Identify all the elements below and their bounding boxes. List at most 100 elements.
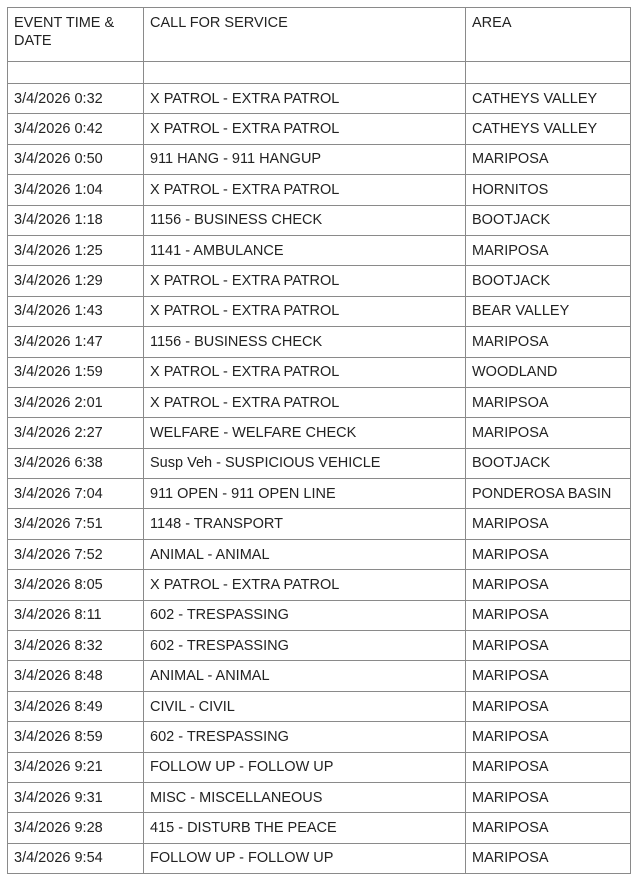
area-cell: MARIPOSA — [465, 234, 631, 267]
call-for-service-cell: 1156 - BUSINESS CHECK — [143, 204, 466, 236]
header-event-time: EVENT TIME & DATE — [7, 7, 144, 62]
call-for-service-cell: 911 OPEN - 911 OPEN LINE — [143, 478, 466, 510]
area-cell: MARIPOSA — [465, 721, 631, 753]
area-cell: CATHEYS VALLEY — [465, 82, 631, 115]
call-log-table: EVENT TIME & DATE CALL FOR SERVICE AREA … — [7, 7, 631, 875]
area-cell: WOODLAND — [465, 356, 631, 388]
table-row: 3/4/2026 9:21 FOLLOW UP - FOLLOW UP MARIPO… — [7, 751, 631, 783]
event-time-cell: 3/4/2026 9:54 — [7, 842, 144, 875]
event-time-cell: 3/4/2026 1:04 — [7, 174, 144, 206]
table-row: 3/4/2026 7:52 ANIMAL - ANIMAL MARIPOSA — [7, 538, 631, 571]
table-row: 3/4/2026 7:51 1148 - TRANSPORT MARIPOSA — [7, 508, 631, 540]
table-row: 3/4/2026 2:27 WELFARE - WELFARE CHECK MARI… — [7, 417, 631, 449]
area-cell: CATHEYS VALLEY — [465, 113, 631, 145]
table-row: 3/4/2026 1:29 X PATROL - EXTRA PATROL BOOT… — [7, 265, 631, 297]
call-for-service-cell: 415 - DISTURB THE PEACE — [143, 812, 466, 844]
event-time-cell: 3/4/2026 0:42 — [7, 113, 144, 145]
area-cell: MARIPOSA — [465, 569, 631, 601]
table-row: 3/4/2026 0:50 911 HANG - 911 HANGUP MARIPO… — [7, 143, 631, 176]
call-for-service-cell: 911 HANG - 911 HANGUP — [143, 143, 466, 176]
call-for-service-cell: 1156 - BUSINESS CHECK — [143, 326, 466, 358]
table-row: 3/4/2026 0:32 X PATROL - EXTRA PATROL CATH… — [7, 82, 631, 115]
area-cell: MARIPOSA — [465, 630, 631, 662]
area-cell: PONDEROSA BASIN — [465, 478, 631, 510]
area-cell: BEAR VALLEY — [465, 295, 631, 328]
event-time-cell: 3/4/2026 1:47 — [7, 326, 144, 358]
event-time-cell: 3/4/2026 8:59 — [7, 721, 144, 753]
call-for-service-cell: X PATROL - EXTRA PATROL — [143, 386, 466, 419]
area-cell: MARIPOSA — [465, 417, 631, 449]
area-cell: MARIPOSA — [465, 842, 631, 875]
header-area: AREA — [465, 7, 631, 62]
call-for-service-cell: 602 - TRESPASSING — [143, 721, 466, 753]
call-for-service-cell: MISC - MISCELLANEOUS — [143, 781, 466, 814]
event-time-cell: 3/4/2026 1:29 — [7, 265, 144, 297]
call-for-service-cell: 602 - TRESPASSING — [143, 630, 466, 662]
table-row: 3/4/2026 1:25 1141 - AMBULANCE MARIPOSA — [7, 234, 631, 267]
event-time-cell: 3/4/2026 8:32 — [7, 630, 144, 662]
event-time-cell: 3/4/2026 0:32 — [7, 82, 144, 115]
event-time-cell: 3/4/2026 0:50 — [7, 143, 144, 176]
event-time-cell: 3/4/2026 8:05 — [7, 569, 144, 601]
header-call-for-service: CALL FOR SERVICE — [143, 7, 466, 62]
event-time-cell: 3/4/2026 2:01 — [7, 386, 144, 419]
area-cell: MARIPOSA — [465, 599, 631, 632]
event-time-cell: 3/4/2026 1:25 — [7, 234, 144, 267]
table-row: 3/4/2026 8:05 X PATROL - EXTRA PATROL MARI… — [7, 569, 631, 601]
area-cell: MARIPOSA — [465, 690, 631, 723]
call-for-service-cell: ANIMAL - ANIMAL — [143, 660, 466, 692]
event-time-cell: 3/4/2026 8:11 — [7, 599, 144, 632]
area-cell: MARIPOSA — [465, 538, 631, 571]
table-row: 3/4/2026 7:04 911 OPEN - 911 OPEN LINE PON… — [7, 478, 631, 510]
call-for-service-cell: 1141 - AMBULANCE — [143, 234, 466, 267]
table-row: 3/4/2026 9:28 415 - DISTURB THE PEACE MARI… — [7, 812, 631, 844]
event-time-cell: 3/4/2026 9:28 — [7, 812, 144, 844]
table-row: 3/4/2026 1:04 X PATROL - EXTRA PATROL HORN… — [7, 174, 631, 206]
table-row: 3/4/2026 8:59 602 - TRESPASSING MARIPOSA — [7, 721, 631, 753]
call-for-service-cell: X PATROL - EXTRA PATROL — [143, 569, 466, 601]
call-for-service-cell: X PATROL - EXTRA PATROL — [143, 295, 466, 328]
table-row: 3/4/2026 8:11 602 - TRESPASSING MARIPOSA — [7, 599, 631, 632]
area-cell: MARIPSOA — [465, 386, 631, 419]
call-for-service-cell: 1148 - TRANSPORT — [143, 508, 466, 540]
call-for-service-cell: WELFARE - WELFARE CHECK — [143, 417, 466, 449]
area-cell: MARIPOSA — [465, 812, 631, 844]
table-row: 3/4/2026 8:32 602 - TRESPASSING MARIPOSA — [7, 630, 631, 662]
table-row: 3/4/2026 9:54 FOLLOW UP - FOLLOW UP MARIPO… — [7, 842, 631, 875]
call-for-service-cell: ANIMAL - ANIMAL — [143, 538, 466, 571]
table-row: 3/4/2026 8:49 CIVIL - CIVIL MARIPOSA — [7, 690, 631, 723]
call-for-service-cell: X PATROL - EXTRA PATROL — [143, 113, 466, 145]
table-row: 3/4/2026 0:42 X PATROL - EXTRA PATROL CATH… — [7, 113, 631, 145]
event-time-cell: 3/4/2026 9:31 — [7, 781, 144, 814]
call-for-service-cell: X PATROL - EXTRA PATROL — [143, 265, 466, 297]
area-cell: BOOTJACK — [465, 265, 631, 297]
area-cell: MARIPOSA — [465, 143, 631, 176]
call-for-service-cell: FOLLOW UP - FOLLOW UP — [143, 751, 466, 783]
event-time-cell: 3/4/2026 6:38 — [7, 447, 144, 480]
table-row: 3/4/2026 1:18 1156 - BUSINESS CHECK BOOTJA… — [7, 204, 631, 236]
area-cell: MARIPOSA — [465, 781, 631, 814]
area-cell: MARIPOSA — [465, 326, 631, 358]
table-row: 3/4/2026 1:47 1156 - BUSINESS CHECK MARIPO… — [7, 326, 631, 358]
call-for-service-cell: FOLLOW UP - FOLLOW UP — [143, 842, 466, 875]
area-cell: HORNITOS — [465, 174, 631, 206]
event-time-cell: 3/4/2026 7:04 — [7, 478, 144, 510]
table-row: 3/4/2026 9:31 MISC - MISCELLANEOUS MARIPOS… — [7, 781, 631, 814]
area-cell: MARIPOSA — [465, 751, 631, 783]
table-row: 3/4/2026 1:43 X PATROL - EXTRA PATROL BEAR… — [7, 295, 631, 328]
empty-row — [7, 61, 631, 84]
area-cell: MARIPOSA — [465, 508, 631, 540]
area-cell: BOOTJACK — [465, 447, 631, 480]
event-time-cell: 3/4/2026 1:59 — [7, 356, 144, 388]
call-for-service-cell: X PATROL - EXTRA PATROL — [143, 82, 466, 115]
empty-cell — [7, 61, 144, 84]
event-time-cell: 3/4/2026 8:49 — [7, 690, 144, 723]
table-row: 3/4/2026 2:01 X PATROL - EXTRA PATROL MARI… — [7, 386, 631, 419]
empty-cell — [465, 61, 631, 84]
call-for-service-cell: CIVIL - CIVIL — [143, 690, 466, 723]
event-time-cell: 3/4/2026 7:52 — [7, 538, 144, 571]
area-cell: BOOTJACK — [465, 204, 631, 236]
empty-cell — [143, 61, 466, 84]
event-time-cell: 3/4/2026 7:51 — [7, 508, 144, 540]
header-row: EVENT TIME & DATE CALL FOR SERVICE AREA — [7, 7, 631, 62]
